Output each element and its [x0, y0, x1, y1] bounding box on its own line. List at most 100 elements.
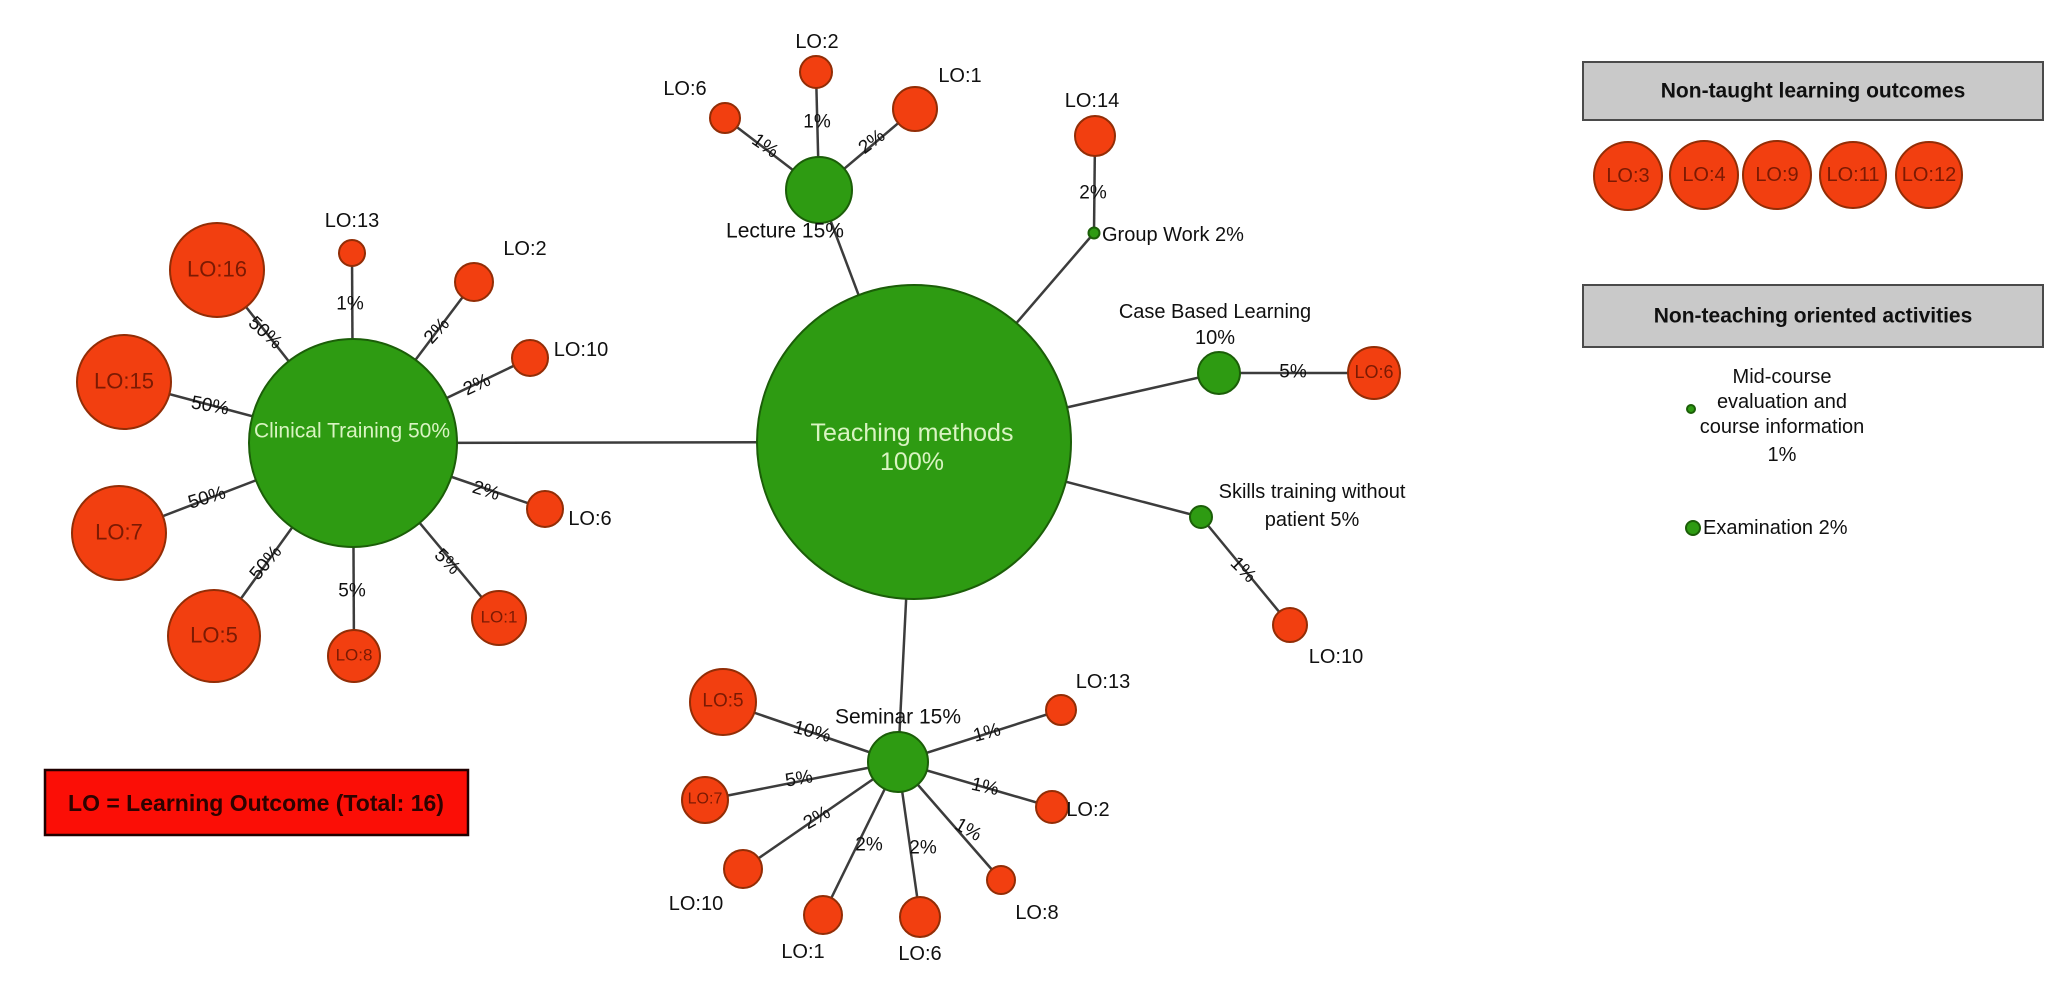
- edge-seminar-lo10: [742, 760, 899, 871]
- pct-lecture-lo2: 1%: [803, 112, 831, 133]
- clinical-lo2-label: LO:2: [503, 238, 546, 260]
- node-clinical-lo15: [76, 334, 172, 430]
- lecture-lo2-label: LO:2: [795, 31, 838, 53]
- clinical-lo13-label: LO:13: [325, 210, 379, 232]
- node-lecture-lo6: [709, 102, 741, 134]
- legend: Non-taught learning outcomes LO:3 LO:4 L…: [1582, 61, 2044, 539]
- node-lecture-lo1: [892, 86, 938, 132]
- legend-non-taught-title: Non-taught learning outcomes: [1661, 80, 1966, 103]
- pct-seminar-lo13: 1%: [971, 719, 1003, 746]
- skills-lo10-label: LO:10: [1309, 646, 1363, 668]
- clinical-lo15-label: LO:15: [94, 369, 154, 394]
- seminar-lo1-label: LO:1: [781, 941, 824, 963]
- clinical-lo6-label: LO:6: [568, 508, 611, 530]
- casebased-lo6-label: LO:6: [1354, 362, 1393, 382]
- lecture-lo1-label: LO:1: [938, 65, 981, 87]
- examination-label: Examination 2%: [1703, 517, 1848, 539]
- node-seminar-lo7: [681, 776, 729, 824]
- pct-lecture-lo1: 2%: [855, 125, 890, 158]
- examination-dot: [1685, 520, 1701, 536]
- pct-clinical-lo7: 50%: [186, 482, 229, 513]
- pct-seminar-lo5: 10%: [791, 717, 833, 747]
- groupwork-lo14-label: LO:14: [1065, 90, 1119, 112]
- node-clinical-lo7: [71, 485, 167, 581]
- seminar-lo2-label: LO:2: [1066, 799, 1109, 821]
- case-based-label-line1: Case Based Learning: [1119, 301, 1311, 323]
- lecture-label: Lecture 15%: [726, 220, 844, 243]
- node-seminar-lo2: [1035, 790, 1069, 824]
- clinical-lo1-label: LO:1: [481, 608, 518, 627]
- pct-seminar-lo1: 2%: [855, 835, 883, 856]
- mid-course-line4: 1%: [1768, 444, 1797, 466]
- node-group-work: [1087, 226, 1101, 240]
- node-seminar-lo5: [689, 668, 757, 736]
- node-teaching-methods: [756, 284, 1072, 600]
- node-seminar: [867, 731, 929, 793]
- node-legend-lo3: [1593, 141, 1663, 211]
- legend-lo9-label: LO:9: [1755, 164, 1798, 186]
- pct-clinical-lo15: 50%: [189, 392, 230, 419]
- legend-non-teaching-box: [1582, 284, 2044, 348]
- node-clinical-lo16: [169, 222, 265, 318]
- clinical-lo8-label: LO:8: [336, 646, 373, 665]
- pct-clinical-lo6: 2%: [470, 477, 503, 505]
- node-labels: Teaching methods 100% Clinical Training …: [94, 31, 1406, 965]
- nodes: [71, 55, 1401, 938]
- node-seminar-lo13: [1045, 694, 1077, 726]
- mid-course-line2: evaluation and: [1717, 391, 1847, 413]
- node-clinical-lo13: [338, 239, 366, 267]
- node-seminar-lo8: [986, 865, 1016, 895]
- node-clinical-lo1: [471, 590, 527, 646]
- node-lecture-lo2: [799, 55, 833, 89]
- pct-seminar-lo6: 2%: [909, 838, 937, 859]
- note-text: LO = Learning Outcome (Total: 16): [68, 790, 444, 816]
- legend-lo4-label: LO:4: [1682, 164, 1725, 186]
- node-lecture: [785, 156, 853, 224]
- node-groupwork-lo14: [1074, 115, 1116, 157]
- clinical-lo5-label: LO:5: [190, 623, 238, 648]
- legend-lo11-label: LO:11: [1827, 164, 1880, 186]
- pct-clinical-lo2: 2%: [420, 314, 454, 349]
- teaching-methods-label-line1: Teaching methods: [811, 419, 1014, 447]
- pct-groupwork-lo14: 2%: [1079, 183, 1107, 204]
- pct-clinical-lo1: 5%: [430, 545, 464, 579]
- teaching-methods-label-line2: 100%: [880, 448, 944, 476]
- skills-label-line2: patient 5%: [1265, 509, 1360, 531]
- mid-course-line3: course information: [1700, 416, 1865, 438]
- node-legend-lo11: [1819, 141, 1887, 209]
- pct-seminar-lo7: 5%: [784, 766, 815, 791]
- pct-casebased-lo6: 5%: [1279, 362, 1307, 383]
- mid-course-dot: [1686, 404, 1696, 414]
- node-clinical-lo2: [454, 262, 494, 302]
- seminar-lo13-label: LO:13: [1076, 671, 1130, 693]
- legend-lo12-label: LO:12: [1902, 164, 1956, 186]
- pct-seminar-lo2: 1%: [969, 774, 1000, 800]
- lecture-lo6-label: LO:6: [663, 78, 706, 100]
- note: LO = Learning Outcome (Total: 16): [43, 768, 470, 837]
- node-seminar-lo1: [803, 895, 843, 935]
- node-case-based-learning: [1197, 351, 1241, 395]
- node-clinical-lo10: [511, 339, 549, 377]
- note-box: [43, 768, 470, 837]
- pct-clinical-lo8: 5%: [338, 581, 366, 602]
- clinical-lo10-label: LO:10: [554, 339, 608, 361]
- node-legend-lo4: [1669, 140, 1739, 210]
- seminar-lo10-label: LO:10: [669, 893, 723, 915]
- node-clinical-lo5: [167, 589, 261, 683]
- pct-clinical-lo13: 1%: [336, 294, 364, 315]
- node-casebased-lo6: [1347, 346, 1401, 400]
- case-based-label-line2: 10%: [1195, 327, 1235, 349]
- clinical-lo7-label: LO:7: [95, 520, 143, 545]
- clinical-training-label: Clinical Training 50%: [254, 420, 450, 443]
- node-clinical-training: [248, 338, 458, 548]
- skills-label-line1: Skills training without: [1219, 481, 1406, 503]
- pct-clinical-lo16: 50%: [244, 312, 286, 353]
- node-legend-lo12: [1895, 141, 1963, 209]
- seminar-lo6-label: LO:6: [898, 943, 941, 965]
- seminar-lo5-label: LO:5: [702, 691, 743, 712]
- node-legend-lo9: [1742, 140, 1812, 210]
- edge-skills-lo10: [1200, 516, 1291, 626]
- node-seminar-lo6: [899, 896, 941, 938]
